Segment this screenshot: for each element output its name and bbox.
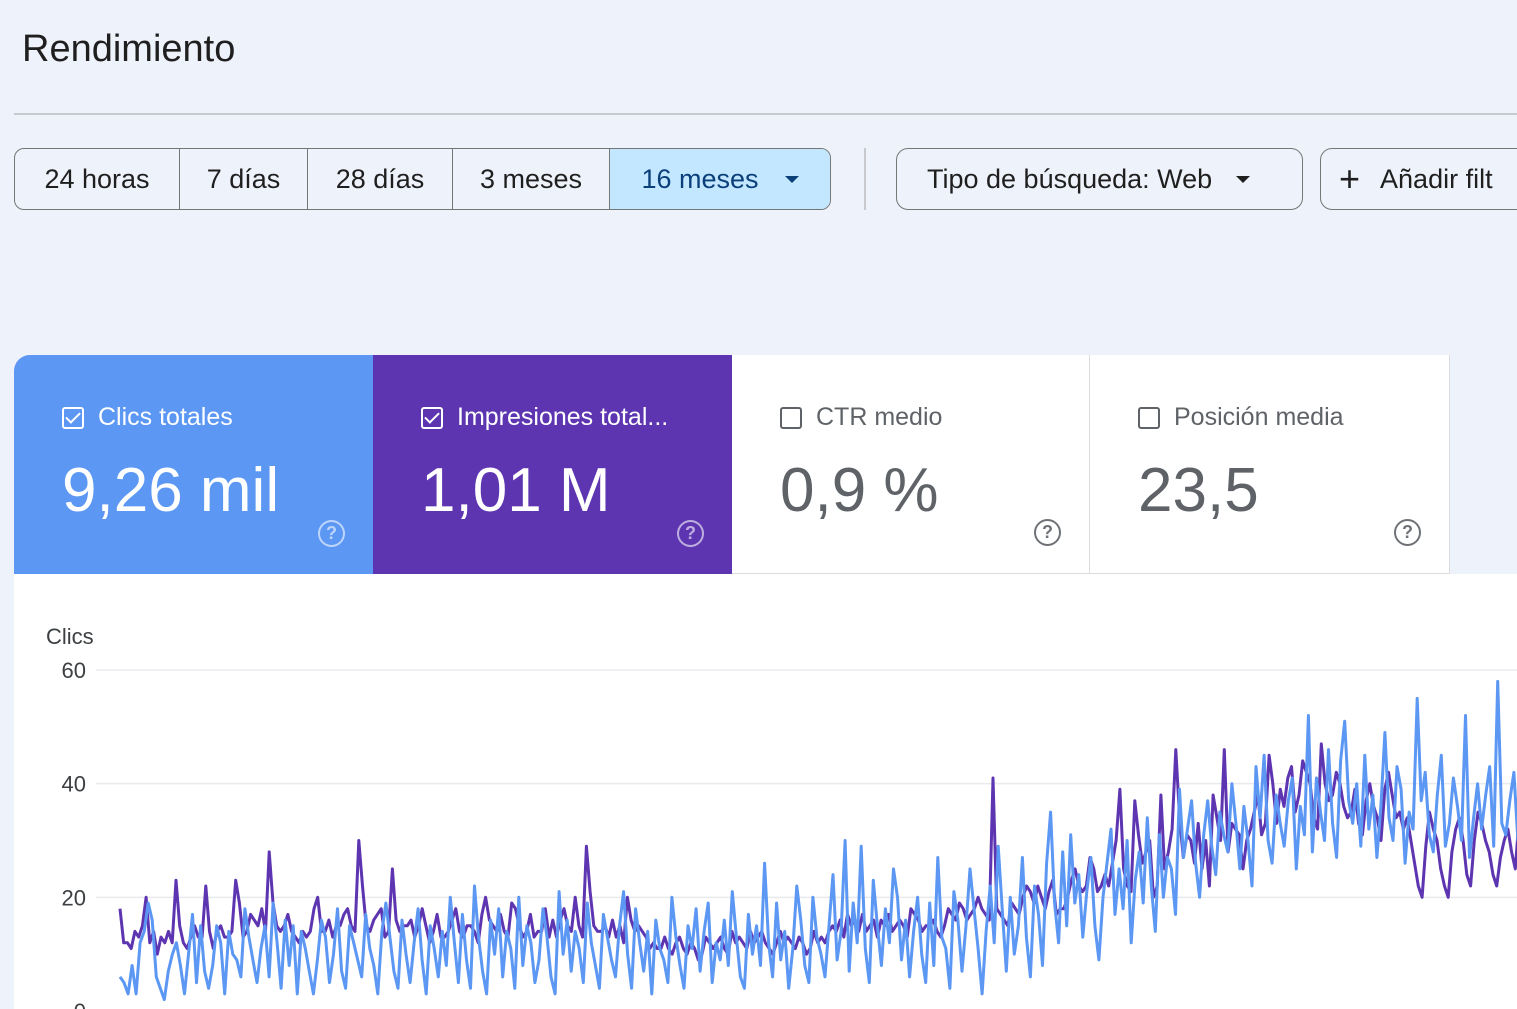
checkbox-icon[interactable]	[780, 406, 802, 429]
checkbox-icon[interactable]	[62, 406, 84, 429]
help-circle-icon[interactable]: ?	[1394, 519, 1421, 546]
metric-value: 9,26 mil	[62, 456, 280, 525]
help-circle-icon[interactable]: ?	[677, 520, 704, 547]
header-divider	[14, 113, 1517, 115]
range-label: 28 días	[335, 163, 425, 194]
range-label: 24 horas	[44, 163, 150, 194]
metric-card-clicks[interactable]: Clics totales 9,26 mil ?	[14, 355, 373, 574]
checkbox-icon[interactable]	[421, 406, 443, 429]
range-16-months-button[interactable]: 16 meses	[610, 149, 830, 209]
metric-value: 23,5	[1138, 456, 1259, 525]
metric-label: Posición media	[1174, 403, 1344, 431]
range-3-months-button[interactable]: 3 meses	[453, 149, 610, 209]
metric-card-ctr[interactable]: CTR medio 0,9 % ?	[732, 355, 1090, 574]
y-axis-label: Clics	[46, 624, 94, 649]
range-label: 16 meses	[641, 163, 759, 194]
range-label: 7 días	[206, 163, 281, 194]
date-range-selector: 24 horas 7 días 28 días 3 meses 16 meses	[14, 148, 831, 210]
search-type-filter-button[interactable]: Tipo de búsqueda: Web	[896, 148, 1303, 210]
clicks-series-line	[118, 679, 1517, 1002]
toolbar-separator	[864, 148, 866, 210]
range-7-days-button[interactable]: 7 días	[180, 149, 308, 209]
metric-value: 0,9 %	[780, 456, 939, 525]
range-28-days-button[interactable]: 28 días	[308, 149, 453, 209]
checkbox-icon[interactable]	[1138, 406, 1160, 429]
caret-down-icon	[784, 175, 799, 183]
metric-value: 1,01 M	[421, 456, 611, 525]
page-title: Rendimiento	[22, 28, 236, 70]
y-tick-label: 0	[74, 999, 86, 1009]
help-circle-icon[interactable]: ?	[1034, 519, 1061, 546]
caret-down-icon	[1236, 175, 1251, 183]
metric-label: CTR medio	[816, 403, 943, 431]
y-tick-label: 20	[62, 885, 86, 910]
search-type-label: Tipo de búsqueda: Web	[927, 163, 1213, 194]
metric-card-impressions[interactable]: Impresiones total... 1,01 M ?	[373, 355, 732, 574]
performance-chart: Clics 0 20 40 60	[46, 624, 1517, 1009]
help-circle-icon[interactable]: ?	[318, 520, 345, 547]
metric-card-position[interactable]: Posición media 23,5 ?	[1090, 355, 1450, 574]
range-24-hours-button[interactable]: 24 horas	[15, 149, 180, 209]
y-tick-label: 60	[62, 658, 86, 683]
add-filter-label: Añadir filt	[1380, 163, 1493, 194]
metric-label: Impresiones total...	[457, 403, 669, 431]
performance-chart-panel: Clics 0 20 40 60	[14, 574, 1517, 1009]
y-tick-label: 40	[62, 772, 86, 797]
range-label: 3 meses	[479, 163, 583, 194]
metric-label: Clics totales	[98, 403, 233, 431]
add-filter-button[interactable]: + Añadir filt	[1320, 148, 1517, 210]
plus-icon: +	[1339, 158, 1361, 199]
